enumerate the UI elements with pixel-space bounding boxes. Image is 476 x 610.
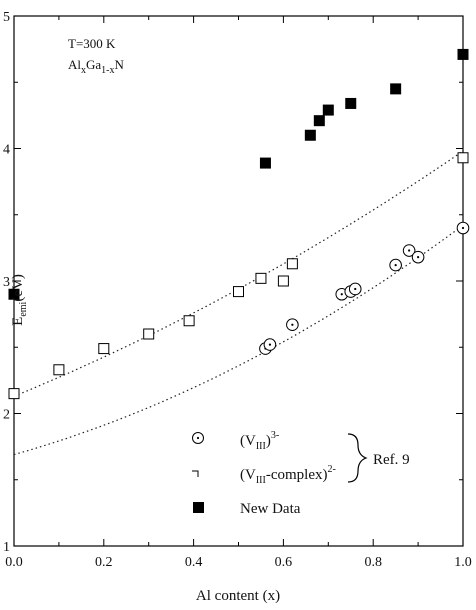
x-tick-label: 0.0 bbox=[5, 555, 23, 570]
legend-brace bbox=[347, 433, 368, 483]
y-tick-label: 2 bbox=[3, 408, 10, 423]
legend-marker-square-filled bbox=[193, 502, 204, 513]
y-tick-label: 1 bbox=[3, 540, 10, 555]
x-tick-label: 1.0 bbox=[454, 555, 472, 570]
y-tick-label: 5 bbox=[3, 10, 10, 25]
annotation-composition: AlxGa1-xN bbox=[68, 57, 125, 76]
data-point-filled-square bbox=[313, 115, 325, 127]
y-tick-label: 3 bbox=[3, 275, 10, 290]
circle-dot bbox=[394, 264, 397, 267]
x-tick-label: 0.4 bbox=[185, 555, 203, 570]
data-point-open-square bbox=[277, 275, 289, 287]
legend: (VIII)3- (VIII-complex)2- New Data Ref. … bbox=[192, 430, 410, 517]
circle-dot bbox=[268, 343, 272, 346]
data-point-filled-square bbox=[259, 157, 271, 169]
data-point-open-square bbox=[143, 328, 155, 340]
legend-marker-square-open bbox=[192, 470, 199, 477]
x-axis-label: Al content (x) bbox=[196, 588, 280, 604]
y-tick-label: 4 bbox=[3, 143, 10, 158]
circle-dot bbox=[354, 287, 357, 291]
data-point-open-square bbox=[8, 388, 20, 400]
x-tick-label: 0.6 bbox=[275, 555, 293, 570]
y-axis-label: Eemi(eV) bbox=[10, 274, 29, 326]
circle-dot bbox=[417, 256, 420, 259]
circle-dot bbox=[340, 293, 343, 296]
data-point-open-square bbox=[255, 272, 267, 284]
data-point-open-square bbox=[98, 343, 110, 355]
x-tick-label: 0.8 bbox=[364, 555, 382, 570]
data-point-open-square bbox=[286, 258, 298, 270]
data-point-filled-square bbox=[304, 129, 316, 141]
legend-label-v3: (VIII)3- bbox=[240, 430, 279, 452]
circle-dot bbox=[408, 249, 411, 252]
legend-group-label: Ref. 9 bbox=[373, 452, 410, 468]
data-point-open-square bbox=[233, 286, 244, 298]
data-point-circle bbox=[411, 250, 425, 264]
data-point-filled-square bbox=[345, 97, 357, 109]
data-point-filled-square bbox=[390, 83, 402, 95]
data-point-filled-square bbox=[322, 104, 334, 116]
data-point-circle bbox=[348, 282, 362, 296]
data-point-circle bbox=[456, 221, 470, 235]
data-point-open-square bbox=[53, 364, 65, 376]
data-point-circle bbox=[263, 338, 277, 351]
legend-marker-circle bbox=[192, 432, 204, 444]
legend-label-vcomplex: (VIII-complex)2- bbox=[240, 464, 336, 486]
data-point-open-square bbox=[183, 315, 195, 327]
legend-label-new-data: New Data bbox=[240, 501, 301, 517]
data-point-circle bbox=[389, 258, 402, 272]
data-point-open-square bbox=[457, 152, 469, 164]
circle-dot bbox=[461, 226, 465, 230]
data-point-circle bbox=[286, 318, 299, 332]
x-tick-label: 0.2 bbox=[95, 555, 113, 570]
data-point-filled-square bbox=[8, 288, 20, 300]
data-markers bbox=[8, 48, 470, 400]
axis-ticks: 0.0 0.2 0.4 0.6 0.8 1.0 1 2 3 4 5 bbox=[3, 10, 472, 570]
data-point-filled-square bbox=[457, 48, 469, 60]
annotation-temperature: T=300 K bbox=[68, 36, 116, 51]
data-point-circle bbox=[402, 244, 416, 257]
circle-dot bbox=[291, 323, 294, 326]
annotation: T=300 K AlxGa1-xN bbox=[68, 36, 125, 76]
